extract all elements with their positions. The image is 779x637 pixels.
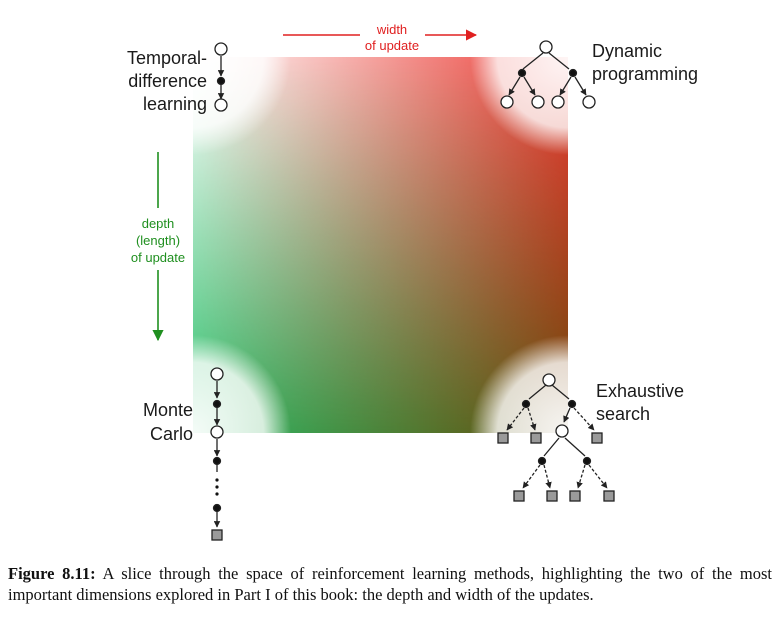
dp-label-line-2: programming xyxy=(592,64,698,84)
td-backup-diagram xyxy=(214,42,228,112)
width-axis-label-1: width xyxy=(376,22,407,37)
width-axis-label-2: of update xyxy=(365,38,419,53)
state-node xyxy=(214,98,228,112)
td-label-line-3: learning xyxy=(143,94,207,114)
terminal-node xyxy=(211,529,223,541)
state-node xyxy=(539,40,553,54)
mc-backup-diagram xyxy=(210,367,224,541)
es-label-line-1: Exhaustive xyxy=(596,381,684,401)
depth-axis-label-3: of update xyxy=(131,250,185,265)
ellipsis-dot xyxy=(215,478,219,482)
terminal-node xyxy=(569,490,581,502)
state-node xyxy=(555,424,569,438)
action-node xyxy=(582,456,592,466)
dp-backup-diagram xyxy=(500,40,596,109)
state-node xyxy=(551,95,565,109)
caption-text: A slice through the space of reinforceme… xyxy=(8,564,772,604)
mc-label-line-1: Monte xyxy=(143,400,193,420)
terminal-node xyxy=(591,432,603,444)
action-node xyxy=(567,399,577,409)
ellipsis-dot xyxy=(215,485,219,489)
state-node xyxy=(500,95,514,109)
depth-axis-label-1: depth xyxy=(142,216,175,231)
state-node xyxy=(210,367,224,381)
state-node xyxy=(214,42,228,56)
action-node xyxy=(521,399,531,409)
action-node xyxy=(517,68,527,78)
state-node xyxy=(210,425,224,439)
terminal-node xyxy=(603,490,615,502)
action-node xyxy=(537,456,547,466)
mask-bottom xyxy=(0,433,779,555)
es-label-line-2: search xyxy=(596,404,650,424)
terminal-node xyxy=(497,432,509,444)
td-label-line-2: difference xyxy=(128,71,207,91)
terminal-node xyxy=(530,432,542,444)
figure-caption: Figure 8.11: A slice through the space o… xyxy=(8,563,772,605)
state-node xyxy=(582,95,596,109)
action-node xyxy=(568,68,578,78)
figure-label: Figure 8.11: xyxy=(8,564,96,583)
action-node xyxy=(212,456,222,466)
width-axis: width of update xyxy=(283,22,478,53)
td-label-line-1: Temporal- xyxy=(127,48,207,68)
dp-label-line-1: Dynamic xyxy=(592,41,662,61)
state-node xyxy=(531,95,545,109)
mc-label-line-2: Carlo xyxy=(150,424,193,444)
depth-axis-label-2: (length) xyxy=(136,233,180,248)
terminal-node xyxy=(546,490,558,502)
es-backup-diagram xyxy=(497,373,615,502)
ellipsis-dot xyxy=(215,492,219,496)
action-node xyxy=(212,399,222,409)
terminal-node xyxy=(513,490,525,502)
state-node xyxy=(542,373,556,387)
action-node xyxy=(216,76,226,86)
action-node xyxy=(212,503,222,513)
depth-axis: depth (length) of update xyxy=(131,152,185,342)
